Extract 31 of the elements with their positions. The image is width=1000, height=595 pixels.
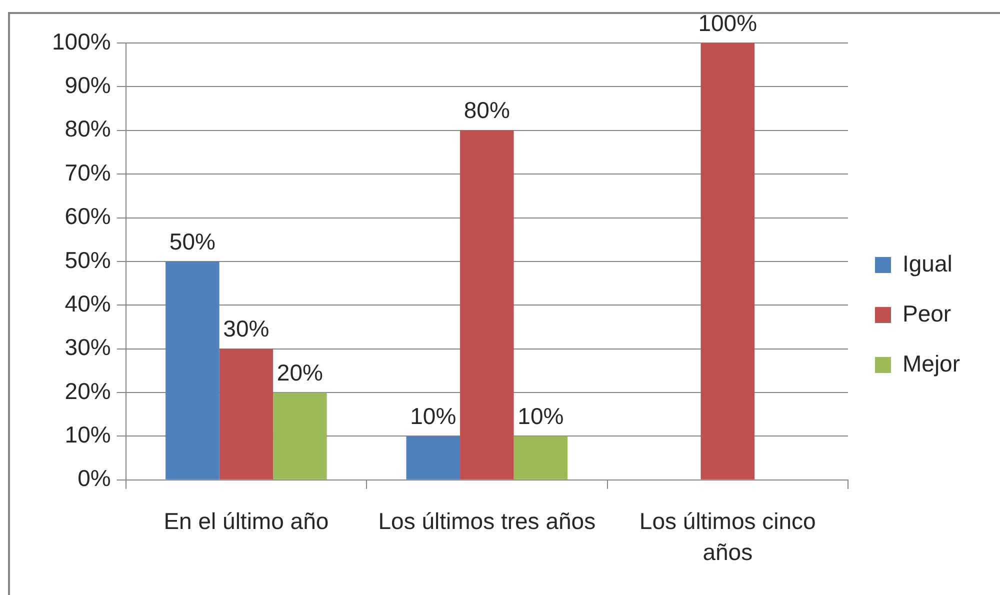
bar	[166, 261, 220, 480]
data-label: 30%	[223, 316, 270, 342]
legend-label: Igual	[902, 250, 952, 276]
data-label: 80%	[464, 97, 510, 124]
bar	[460, 130, 514, 480]
data-label: 10%	[518, 403, 564, 430]
y-tick-label: 40%	[64, 290, 111, 316]
y-tick-label: 0%	[78, 465, 111, 492]
bar	[406, 436, 460, 480]
legend-label: Mejor	[902, 350, 960, 376]
bar	[700, 43, 755, 480]
bar	[219, 348, 274, 480]
x-tick-label: Los últimos cinco años	[639, 508, 816, 565]
x-tick-label: En el último año	[164, 508, 329, 534]
y-tick-label: 90%	[64, 72, 111, 98]
x-tick-label: Los últimos tres años	[378, 508, 596, 534]
y-tick-label: 60%	[64, 203, 111, 230]
bar	[273, 392, 327, 480]
data-label: 50%	[169, 228, 216, 254]
legend-label: Peor	[902, 300, 952, 326]
bar	[514, 436, 568, 480]
data-label: 100%	[698, 10, 758, 36]
y-tick-label: 70%	[64, 159, 111, 186]
y-tick-label: 20%	[64, 378, 111, 404]
y-tick-label: 50%	[64, 246, 111, 273]
data-label: 10%	[410, 403, 456, 430]
y-tick-label: 30%	[64, 334, 111, 360]
data-label: 20%	[276, 359, 323, 386]
y-tick-label: 80%	[64, 116, 111, 142]
y-tick-label: 10%	[64, 422, 111, 448]
y-tick-label: 100%	[52, 28, 111, 54]
